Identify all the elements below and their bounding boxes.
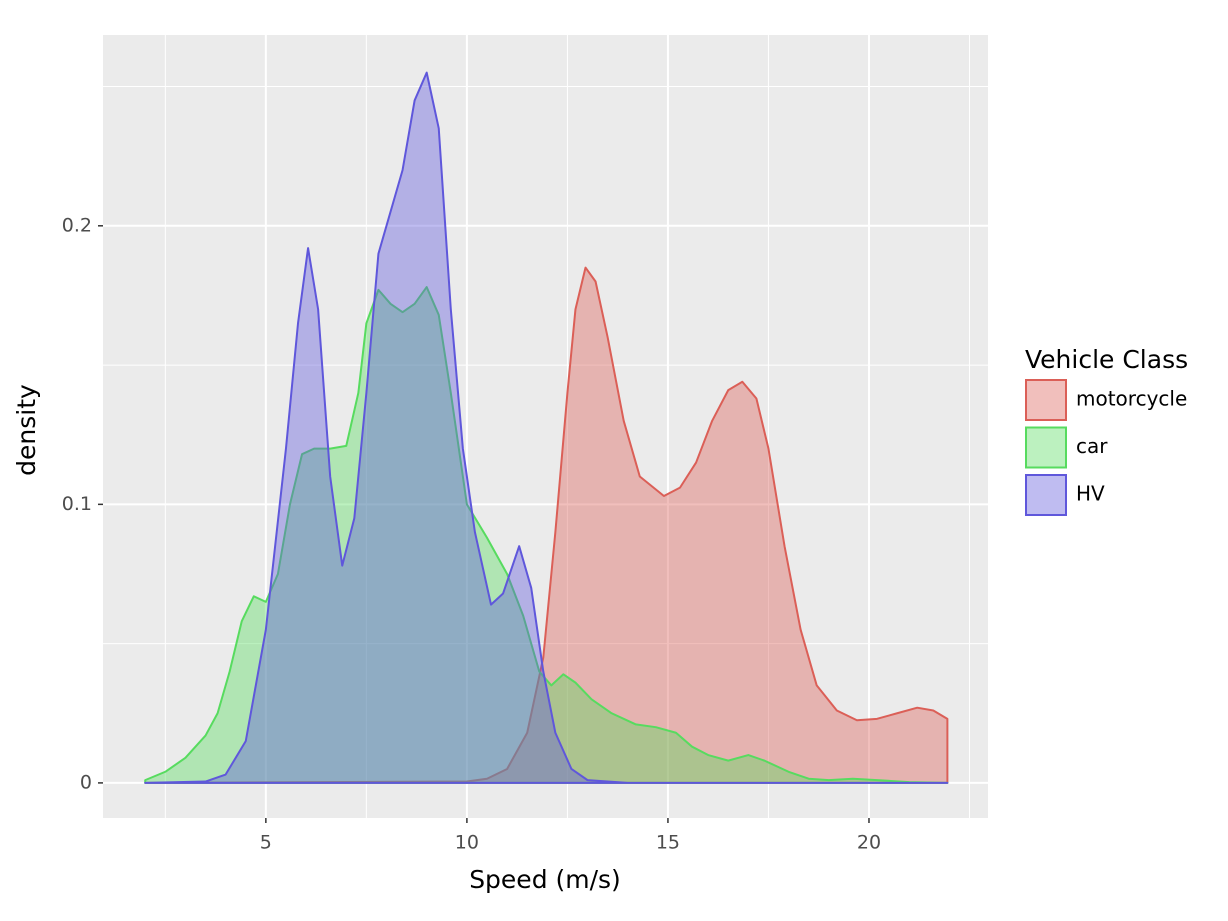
legend-title: Vehicle Class (1025, 345, 1188, 374)
x-tick-label: 5 (260, 832, 272, 854)
legend-label: HV (1076, 482, 1105, 506)
legend-key (1025, 379, 1067, 421)
y-tick-label: 0.1 (62, 493, 92, 515)
density-area (144, 71, 949, 784)
legend-key (1025, 426, 1067, 469)
y-tick-label: 0.2 (62, 214, 92, 236)
density-area (144, 266, 949, 784)
density-area (144, 286, 949, 784)
legend-key (1025, 474, 1067, 516)
legend-label: motorcycle (1076, 387, 1187, 411)
y-tick-label: 0 (80, 771, 92, 793)
x-tick-label: 10 (455, 832, 479, 854)
legend-label: car (1076, 434, 1108, 458)
y-axis-title: density (12, 384, 41, 476)
x-axis-title: Speed (m/s) (469, 865, 621, 894)
x-tick-label: 20 (857, 832, 881, 854)
x-tick-label: 15 (656, 832, 680, 854)
